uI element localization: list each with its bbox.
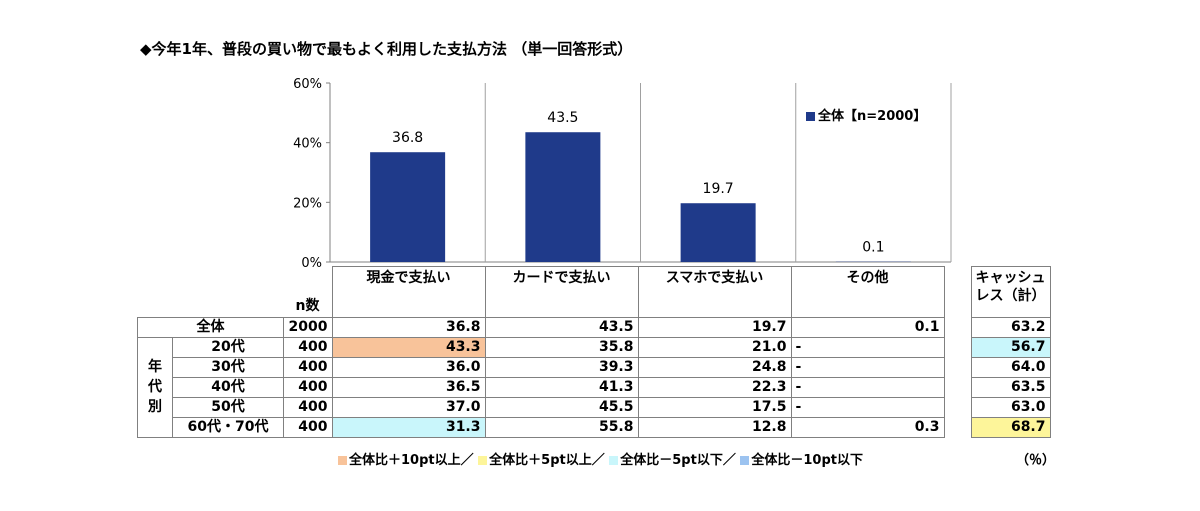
row-n: 2000 [283, 316, 333, 338]
y-tick-label: 40% [293, 137, 322, 152]
table-row: 40代 400 36.5 41.3 22.3- 63.5 [138, 376, 1051, 398]
chart-title: ◆今年1年、普段の買い物で最もよく利用した支払方法 （単一回答形式） [140, 40, 633, 58]
cell-value: 45.5 [484, 396, 639, 418]
row-n: 400 [283, 376, 333, 398]
row-label: 30代 [172, 356, 284, 378]
table-row: 年代別 20代 400 43.3 35.8 21.0-56.7 [137, 336, 1051, 438]
legend-swatch [806, 112, 815, 121]
bar [370, 152, 446, 262]
cell-value: 39.3 [484, 356, 639, 378]
row-label: 40代 [172, 376, 284, 398]
unit-label: （％） [1016, 453, 1056, 468]
cell-value: 12.8 [637, 416, 792, 438]
data-label: 19.7 [703, 181, 734, 197]
group-label-age: 年代別 [137, 336, 173, 438]
column-header-cashless: キャッシュ レス（計） [970, 266, 1051, 318]
legend-label: 全体【n=2000】 [818, 109, 927, 124]
cell-value: - [790, 396, 945, 418]
table-row: 全体 2000 36.8 43.5 19.7 0.1 63.2 [137, 316, 1051, 338]
cell-value: 0.3 [790, 416, 945, 438]
group-label-char: 年 [148, 359, 162, 375]
row-n: 400 [283, 356, 333, 378]
group-label-char: 代 [148, 379, 162, 395]
cell-value: 24.8 [637, 356, 792, 378]
data-label: 43.5 [547, 110, 578, 126]
row-label: 全体 [137, 316, 284, 338]
cell-cashless: 63.5 [970, 376, 1051, 398]
row-n: 400 [283, 396, 333, 418]
legend-plus10: 全体比＋10pt以上／ [349, 453, 474, 468]
cell-value: 0.1 [790, 316, 945, 338]
column-header-smartphone: スマホで支払い [637, 266, 792, 318]
legend-box-plus5 [478, 456, 488, 465]
cell-value: 22.3 [637, 376, 792, 398]
data-label: 0.1 [862, 240, 884, 256]
legend-box-minus5 [609, 456, 619, 465]
chart-legend: 全体【n=2000】 [806, 105, 926, 124]
cashless-header-line2: レス（計） [975, 288, 1046, 304]
row-label: 50代 [172, 396, 284, 418]
cell-cashless: 64.0 [970, 356, 1051, 378]
group-label-char: 別 [148, 399, 162, 415]
y-tick-label: 60% [293, 77, 322, 92]
column-header-card: カードで支払い [484, 266, 639, 318]
cell-value: 36.0 [331, 356, 486, 378]
cell-value: 21.0 [637, 336, 792, 358]
row-label: 60代・70代 [172, 416, 284, 438]
table-header-row: n数 現金で支払い カードで支払い スマホで支払い その他 キャッシュ レス（計… [138, 266, 1051, 318]
data-label: 36.8 [392, 130, 423, 146]
bar [680, 203, 756, 262]
cell-value: - [790, 356, 945, 378]
y-tick-label: 20% [293, 196, 322, 211]
bar [525, 132, 601, 262]
highlight-legend: 全体比＋10pt以上／ 全体比＋5pt以上／ 全体比－5pt以下／ 全体比－10… [338, 449, 863, 468]
legend-minus5: 全体比－5pt以下／ [620, 453, 736, 468]
cell-value: 17.5 [637, 396, 792, 418]
cell-value: 36.5 [331, 376, 486, 398]
column-header-cash: 現金で支払い [331, 266, 486, 318]
cell-value: 31.3 [331, 416, 486, 438]
cell-cashless: 56.7 [970, 336, 1051, 358]
legend-minus10: 全体比－10pt以下 [751, 453, 863, 468]
column-header-other: その他 [790, 266, 945, 318]
cell-value: 43.5 [484, 316, 639, 338]
cell-value: 55.8 [484, 416, 639, 438]
cell-cashless: 63.2 [970, 316, 1051, 338]
cell-value: 43.3 [331, 336, 486, 358]
cell-cashless: 68.7 [970, 416, 1051, 438]
legend-box-minus10 [740, 456, 750, 465]
row-label: 20代 [172, 336, 284, 358]
legend-box-plus10 [338, 456, 347, 465]
row-n: 400 [283, 416, 333, 438]
table-row: 50代 400 37.0 45.5 17.5- 63.0 [138, 396, 1051, 418]
n-header: n数 [283, 266, 332, 318]
cashless-header-line1: キャッシュ [975, 270, 1046, 286]
table-row: 60代・70代 400 31.3 55.8 12.8 0.3 68.7 [138, 416, 1051, 438]
cell-value: 19.7 [637, 316, 792, 338]
cell-value: 35.8 [484, 336, 639, 358]
cell-value: 41.3 [484, 376, 639, 398]
cell-cashless: 63.0 [970, 396, 1051, 418]
table-row: 30代 400 36.0 39.3 24.8- 64.0 [138, 356, 1051, 378]
cell-value: - [790, 336, 945, 358]
data-table: n数 現金で支払い カードで支払い スマホで支払い その他 キャッシュ レス（計… [137, 266, 1051, 438]
cell-value: 37.0 [331, 396, 486, 418]
cell-value: - [790, 376, 945, 398]
cell-value: 36.8 [331, 316, 486, 338]
row-n: 400 [283, 336, 333, 358]
legend-plus5: 全体比＋5pt以上／ [489, 453, 605, 468]
